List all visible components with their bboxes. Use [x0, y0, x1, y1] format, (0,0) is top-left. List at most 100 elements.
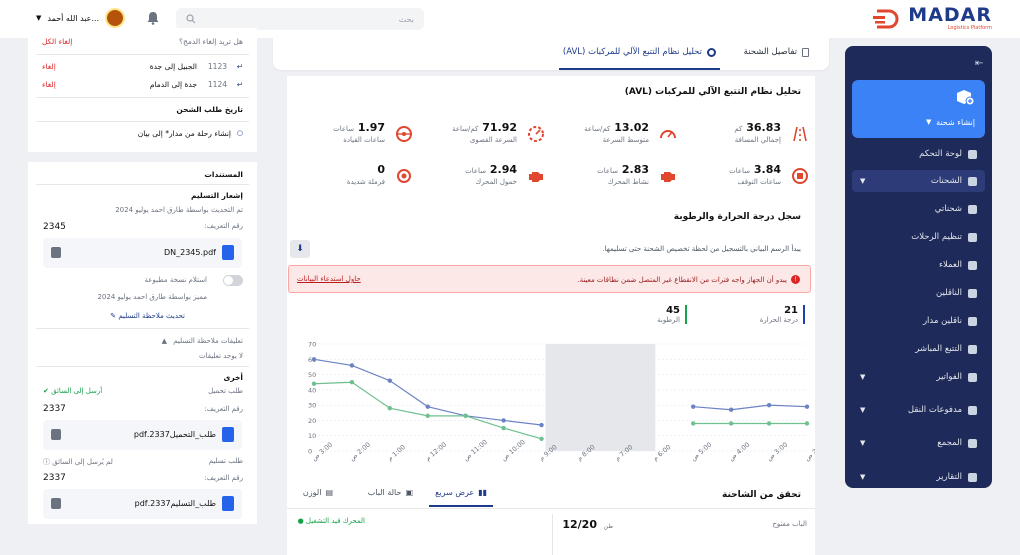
- data-point: [539, 422, 544, 428]
- speedometer-icon: [660, 130, 676, 139]
- tab-quick-view[interactable]: ▮▮ عرض سريع: [429, 488, 493, 507]
- undo-arrow-icon: ↵: [236, 80, 243, 89]
- not-sent-status: لم يُرسل إلى السائق ⓘ: [43, 457, 113, 467]
- tab-avl-analysis[interactable]: تحليل نظام التتبع الآلي للمركبات (AVL): [558, 47, 720, 70]
- logo-subtitle: Logistics Platform: [947, 25, 992, 31]
- tab-shipment-details[interactable]: تفاصيل الشحنة: [744, 47, 809, 57]
- download-icon: ⬇: [296, 244, 304, 254]
- check-circle-icon: ✔: [43, 387, 49, 395]
- madar-logo-icon: [873, 9, 899, 28]
- offline-alert: ! يبدو أن الجهاز واجه فترات من الانقطاع …: [288, 265, 811, 293]
- sidebar-item-label: المجمع: [937, 438, 962, 448]
- stat-engine-activity: 2.83 ساعات نشاط المحرك: [557, 163, 677, 193]
- file-item[interactable]: DN_2345.pdf: [43, 238, 242, 268]
- update-note-link[interactable]: تحديث ملاحظة التسليم ✎: [110, 312, 185, 320]
- sidebar-item-my-shipments[interactable]: شحناتي: [852, 198, 985, 220]
- sidebar-item-customers[interactable]: العملاء: [852, 254, 985, 276]
- series-line-1: [313, 381, 542, 440]
- divider: [287, 508, 815, 509]
- tab-weight[interactable]: ▤ الوزن: [303, 488, 333, 497]
- sidebar-item-dashboard[interactable]: لوحة التحكم: [852, 143, 985, 165]
- cancel-merge-question: هل تريد إلغاء الدمج؟: [179, 37, 243, 46]
- alert-message: ! يبدو أن الجهاز واجه فترات من الانقطاع …: [577, 275, 800, 284]
- receive-printed-label: استلام نسخة مطبوعة: [144, 276, 208, 284]
- sidebar-item-madar-carriers[interactable]: ناقلين مدار: [852, 310, 985, 332]
- status-dot-icon: ●: [297, 517, 304, 525]
- logo[interactable]: MADAR Logistics Platform: [873, 6, 992, 31]
- collapse-sidebar-icon[interactable]: ⇤: [975, 58, 984, 69]
- tab-label: عرض سريع: [435, 488, 475, 497]
- comments-label: تعليقات ملاحظة التسليم: [173, 337, 243, 345]
- ref-label: رقم التعريف:: [204, 474, 243, 482]
- sidebar-item-trip-planning[interactable]: تنظيم الرحلات: [852, 226, 985, 248]
- x-tick-label: 12:00 م: [424, 440, 448, 462]
- stat-value: 36.83: [746, 121, 781, 134]
- chevron-up-icon[interactable]: ▲: [161, 337, 167, 345]
- ref-label: رقم التعريف:: [204, 405, 243, 413]
- divider: [36, 97, 249, 98]
- data-point: [349, 363, 355, 368]
- download-button[interactable]: ⬇: [290, 240, 310, 258]
- tab-door-status[interactable]: ▣ حالة الباب: [368, 488, 413, 497]
- steering-wheel-icon: [396, 126, 412, 142]
- y-tick-label: 70: [308, 341, 316, 349]
- download-icon[interactable]: [51, 247, 61, 258]
- gauge-icon: [528, 126, 544, 142]
- active-tab-indicator: [558, 68, 720, 70]
- info-icon: ⓘ: [43, 458, 50, 466]
- bell-icon[interactable]: [146, 11, 160, 25]
- cancel-route-button[interactable]: إلغاء: [42, 80, 56, 89]
- sidebar: ⇤ إنشاء شحنة ▼ لوحة التحكم الشحنات ▼ شحنا…: [845, 46, 992, 488]
- sidebar-item-shipments[interactable]: الشحنات ▼: [852, 170, 985, 192]
- tab-label: تفاصيل الشحنة: [743, 47, 797, 57]
- stat-label: متوسط السرعة: [602, 136, 649, 144]
- x-tick-label: 2:00 ص: [348, 441, 372, 463]
- undo-arrow-icon: ↵: [236, 62, 243, 71]
- cancel-route-button[interactable]: إلغاء: [42, 62, 56, 71]
- receive-printed-toggle[interactable]: [223, 275, 243, 286]
- sent-status-text: أرسل إلى السائق: [51, 387, 103, 395]
- data-point: [349, 380, 355, 385]
- data-point: [539, 436, 544, 441]
- download-icon[interactable]: [51, 429, 61, 440]
- data-point: [691, 404, 696, 409]
- file-icon: [222, 245, 234, 260]
- search-input[interactable]: بحث: [176, 8, 424, 30]
- engine-status-text: المحرك قيد التشغيل: [305, 517, 365, 525]
- stat-label: نشاط المحرك: [607, 178, 649, 186]
- retrieve-data-link[interactable]: حاول استدعاء البيانات: [297, 275, 361, 283]
- active-tab-indicator: [429, 505, 493, 507]
- data-point: [691, 421, 696, 426]
- document-icon: [802, 47, 809, 57]
- humidity-value: 45: [666, 305, 680, 316]
- create-shipment-button[interactable]: إنشاء شحنة ▼: [852, 80, 985, 138]
- cancel-all-link[interactable]: إلغاء الكل: [42, 37, 73, 46]
- avl-title: تحليل نظام التتبع الآلي للمركبات (AVL): [624, 87, 801, 97]
- data-point: [804, 421, 810, 426]
- route-id: 1124: [207, 80, 227, 89]
- download-icon[interactable]: [51, 498, 61, 509]
- load-request-label: طلب تحميل: [208, 387, 243, 395]
- sidebar-item-invoices[interactable]: الفواتير ▼: [852, 366, 985, 388]
- data-point: [311, 357, 317, 362]
- x-tick-label: 11:00 ص: [462, 438, 489, 463]
- y-tick-label: 0: [308, 448, 312, 456]
- sidebar-item-carriers[interactable]: الناقلين: [852, 282, 985, 304]
- history-item: إنشاء رحلة من مدار* إلى بيان: [137, 129, 231, 138]
- sidebar-item-transport-payments[interactable]: مدفوعات النقل ▼: [852, 399, 985, 421]
- file-item[interactable]: طلب_التسليم2337.pdf: [43, 489, 242, 519]
- sidebar-item-live-tracking[interactable]: التتبع المباشر: [852, 338, 985, 360]
- ref-value: 2337: [43, 404, 66, 414]
- truck-check-title: تحقق من الشاحنة: [721, 490, 801, 500]
- report-icon: [968, 472, 977, 482]
- stat-driving-hours: 1.97 ساعات ساعات القيادة: [293, 121, 413, 151]
- search-placeholder: بحث: [398, 14, 414, 24]
- stat-unit: ساعات: [333, 125, 355, 133]
- stat-label: فرملة شديدة: [346, 178, 385, 186]
- sidebar-item-compound[interactable]: المجمع ▼: [852, 432, 985, 454]
- stat-unit: كم/ساعة: [584, 125, 611, 133]
- distinguished-by: مميز بواسطة طارق احمد يوليو 2024: [97, 293, 207, 301]
- user-menu[interactable]: ▼ عبد الله أحمد...: [36, 8, 126, 28]
- sidebar-item-reports[interactable]: التقارير ▼: [852, 466, 985, 488]
- file-item[interactable]: طلب_التحميل2337.pdf: [43, 420, 242, 450]
